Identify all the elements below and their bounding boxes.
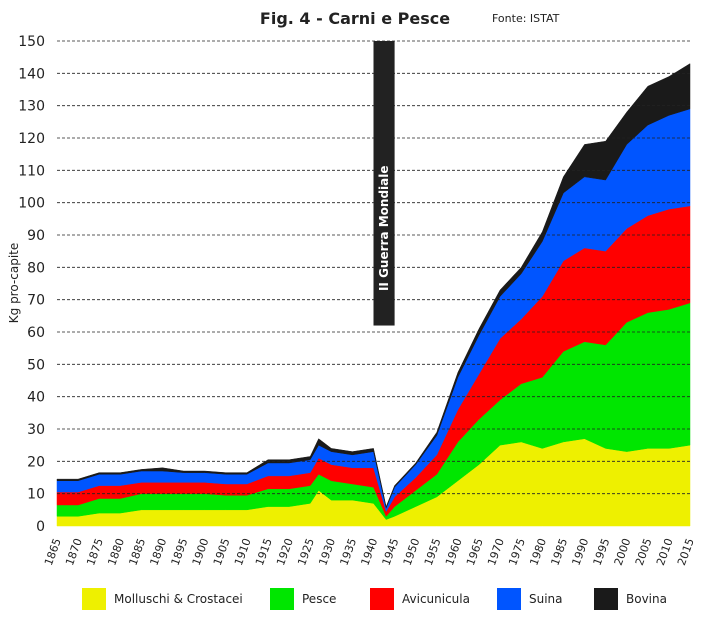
x-tick-label: 1930: [316, 537, 338, 568]
y-axis-label: Kg pro-capite: [7, 243, 21, 323]
legend: Molluschi & Crostacei Pesce Avicunicula …: [0, 584, 701, 618]
legend-item-pesce: Pesce: [270, 588, 336, 610]
legend-label-molluschi: Molluschi & Crostacei: [114, 592, 243, 606]
plot-areas: [56, 63, 691, 527]
y-tick-label: 80: [27, 260, 45, 276]
y-tick-label: 150: [18, 34, 45, 50]
legend-swatch-suina: [497, 588, 521, 610]
legend-swatch-molluschi: [82, 588, 106, 610]
y-tick-label: 90: [27, 228, 45, 244]
legend-item-bovina: Bovina: [594, 588, 667, 610]
y-tick-label: 60: [27, 325, 45, 341]
x-tick-label: 1990: [570, 537, 592, 568]
chart: II Guerra Mondiale 0 10 20 30 40 50 60 70 80 90 10…: [7, 9, 697, 568]
x-tick-label: 1985: [548, 537, 570, 568]
x-tick-label: 1880: [105, 537, 127, 568]
y-tick-label: 140: [18, 66, 45, 82]
legend-label-avicunicula: Avicunicula: [402, 592, 470, 606]
x-tick-label: 2010: [654, 537, 676, 568]
x-tick-label: 1935: [337, 537, 359, 568]
x-tick-label: 1970: [485, 537, 507, 568]
x-tick-label: 1875: [84, 537, 106, 568]
x-tick-label: 1925: [295, 537, 317, 568]
x-tick-label: 1980: [527, 537, 549, 568]
y-tick-label: 100: [18, 196, 45, 212]
x-tick-label: 1910: [232, 537, 254, 568]
legend-item-avicunicula: Avicunicula: [370, 588, 470, 610]
chart-source: Fonte: ISTAT: [492, 12, 560, 25]
x-tick-label: 1895: [169, 537, 191, 568]
legend-swatch-avicunicula: [370, 588, 394, 610]
x-tick-label: 1965: [464, 537, 486, 568]
x-tick-label: 2005: [633, 537, 655, 568]
legend-item-molluschi: Molluschi & Crostacei: [82, 588, 243, 610]
x-tick-label: 1940: [359, 537, 381, 568]
war-annotation-label: II Guerra Mondiale: [377, 166, 391, 292]
x-tick-label: 1950: [401, 537, 423, 568]
x-tick-label: 1920: [274, 537, 296, 568]
y-tick-label: 10: [27, 487, 45, 503]
legend-label-bovina: Bovina: [626, 592, 667, 606]
y-tick-label: 110: [18, 163, 45, 179]
y-tick-label: 120: [18, 131, 45, 147]
x-tick-label: 1885: [126, 537, 148, 568]
chart-title: Fig. 4 - Carni e Pesce: [260, 9, 450, 28]
x-tick-label: 1900: [190, 537, 212, 568]
war-annotation-bar: [373, 41, 395, 326]
x-tick-label: 1865: [42, 537, 64, 568]
y-tick-label: 70: [27, 293, 45, 309]
x-tick-label: 1890: [148, 537, 170, 568]
area-series-bovina: [56, 63, 691, 510]
legend-swatch-bovina: [594, 588, 618, 610]
x-tick-label: 1945: [380, 537, 402, 568]
legend-item-suina: Suina: [497, 588, 563, 610]
y-tick-label: 20: [27, 454, 45, 470]
x-axis-ticks: 1865 1870 1875 1880 1885 1890 1895 1900 1905 1910…: [42, 537, 697, 568]
x-tick-label: 1905: [211, 537, 233, 568]
y-tick-label: 30: [27, 422, 45, 438]
war-annotation: II Guerra Mondiale: [373, 41, 395, 326]
legend-swatch-pesce: [270, 588, 294, 610]
x-tick-label: 1960: [443, 537, 465, 568]
x-tick-label: 1955: [422, 537, 444, 568]
x-tick-label: 1870: [63, 537, 85, 568]
y-tick-label: 50: [27, 357, 45, 373]
y-tick-label: 130: [18, 99, 45, 115]
legend-label-suina: Suina: [529, 592, 563, 606]
x-tick-label: 2015: [675, 537, 697, 568]
legend-label-pesce: Pesce: [302, 592, 337, 606]
x-tick-label: 2000: [612, 537, 634, 568]
y-axis-ticks: 0 10 20 30 40 50 60 70 80 90 100 110 120 130 140 150: [18, 34, 45, 535]
x-tick-label: 1915: [253, 537, 275, 568]
x-tick-label: 1975: [506, 537, 528, 568]
x-tick-label: 1995: [591, 537, 613, 568]
y-tick-label: 40: [27, 390, 45, 406]
y-tick-label: 0: [36, 519, 45, 535]
